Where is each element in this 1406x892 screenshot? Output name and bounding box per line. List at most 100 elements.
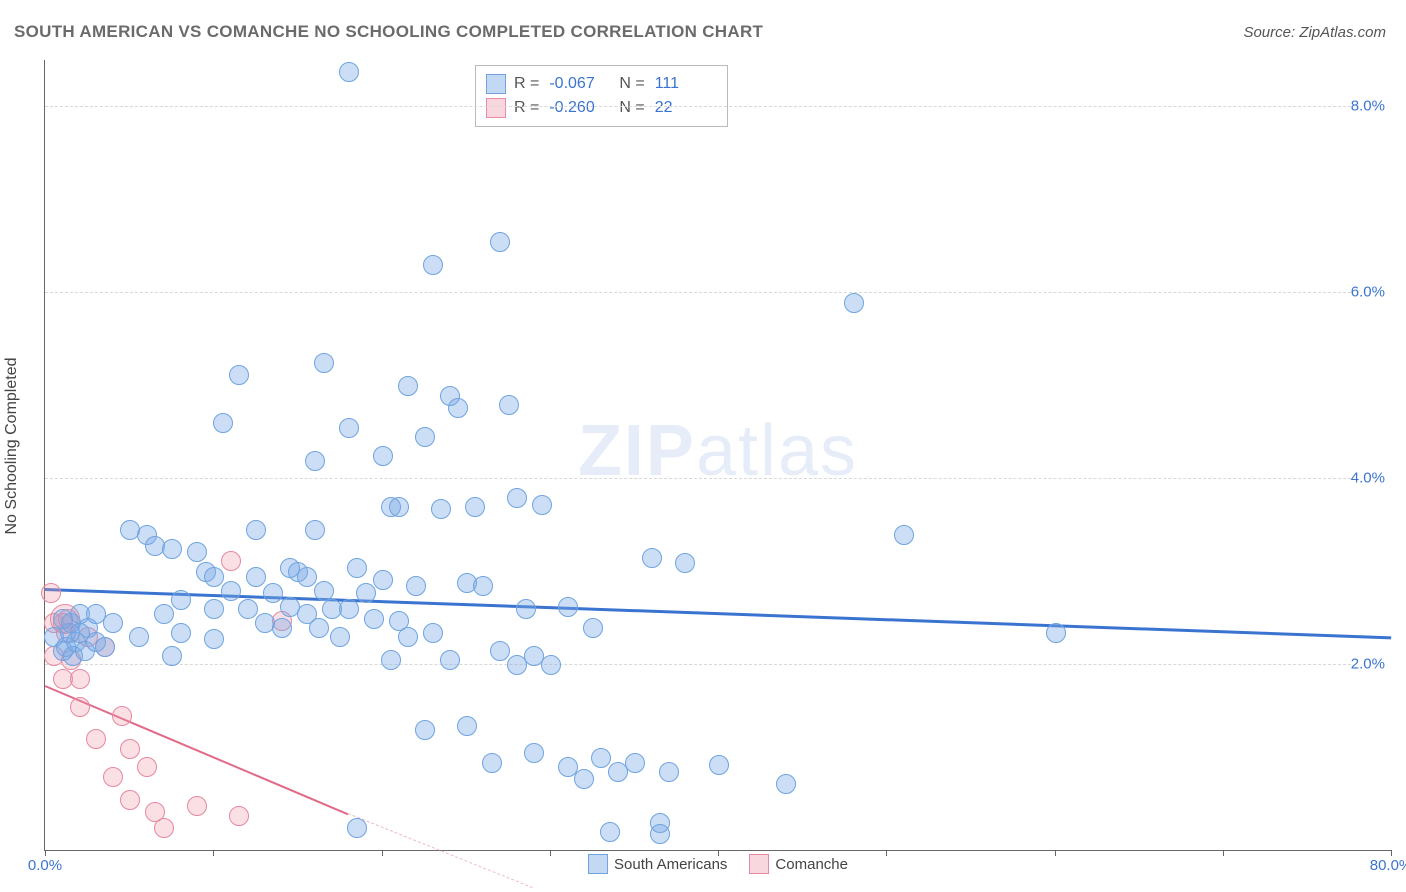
x-tick (886, 850, 887, 856)
data-point (339, 62, 359, 82)
chart-title: SOUTH AMERICAN VS COMANCHE NO SCHOOLING … (14, 22, 763, 42)
chart-legend: South Americans Comanche (588, 854, 848, 874)
data-point (398, 627, 418, 647)
gridline (45, 106, 1391, 107)
data-point (229, 806, 249, 826)
data-point (776, 774, 796, 794)
data-point (415, 427, 435, 447)
data-point (373, 570, 393, 590)
data-point (103, 767, 123, 787)
data-point (129, 627, 149, 647)
data-point (423, 255, 443, 275)
swatch-pink-icon (486, 98, 506, 118)
swatch-pink-icon (749, 854, 769, 874)
data-point (574, 769, 594, 789)
data-point (1046, 623, 1066, 643)
data-point (709, 755, 729, 775)
data-point (423, 623, 443, 643)
data-point (187, 542, 207, 562)
data-point (532, 495, 552, 515)
data-point (558, 597, 578, 617)
data-point (482, 753, 502, 773)
data-point (894, 525, 914, 545)
data-point (642, 548, 662, 568)
stats-row-pink: R =-0.260 N =22 (486, 96, 717, 120)
data-point (229, 365, 249, 385)
data-point (364, 609, 384, 629)
data-point (591, 748, 611, 768)
data-point (70, 669, 90, 689)
x-tick (550, 850, 551, 856)
data-point (541, 655, 561, 675)
swatch-blue-icon (486, 74, 506, 94)
data-point (246, 520, 266, 540)
data-point (305, 520, 325, 540)
data-point (675, 553, 695, 573)
y-axis-label: No Schooling Completed (3, 358, 21, 535)
data-point (650, 824, 670, 844)
data-point (95, 637, 115, 657)
data-point (844, 293, 864, 313)
data-point (86, 729, 106, 749)
data-point (41, 583, 61, 603)
data-point (154, 604, 174, 624)
y-tick-label: 8.0% (1351, 98, 1391, 115)
data-point (120, 790, 140, 810)
x-tick (213, 850, 214, 856)
data-point (112, 706, 132, 726)
data-point (356, 583, 376, 603)
gridline (45, 478, 1391, 479)
data-point (238, 599, 258, 619)
data-point (137, 757, 157, 777)
legend-item-pink: Comanche (749, 854, 848, 874)
x-tick (1223, 850, 1224, 856)
data-point (330, 627, 350, 647)
x-tick (45, 850, 46, 856)
data-point (583, 618, 603, 638)
data-point (347, 818, 367, 838)
x-tick (718, 850, 719, 856)
data-point (171, 623, 191, 643)
x-tick-label: 0.0% (28, 857, 62, 874)
data-point (204, 567, 224, 587)
data-point (389, 497, 409, 517)
data-point (339, 418, 359, 438)
data-point (204, 629, 224, 649)
y-tick-label: 6.0% (1351, 284, 1391, 301)
data-point (305, 451, 325, 471)
data-point (339, 599, 359, 619)
data-point (499, 395, 519, 415)
data-point (204, 599, 224, 619)
data-point (406, 576, 426, 596)
data-point (457, 716, 477, 736)
swatch-blue-icon (588, 854, 608, 874)
y-tick-label: 2.0% (1351, 656, 1391, 673)
regression-line (45, 685, 349, 815)
gridline (45, 664, 1391, 665)
data-point (398, 376, 418, 396)
data-point (516, 599, 536, 619)
data-point (415, 720, 435, 740)
data-point (314, 353, 334, 373)
data-point (154, 818, 174, 838)
watermark: ZIPatlas (578, 410, 858, 492)
data-point (490, 232, 510, 252)
data-point (448, 398, 468, 418)
data-point (473, 576, 493, 596)
data-point (162, 539, 182, 559)
data-point (373, 446, 393, 466)
scatter-plot: ZIPatlas R =-0.067 N =111 R =-0.260 N =2… (44, 60, 1391, 851)
data-point (347, 558, 367, 578)
data-point (625, 753, 645, 773)
data-point (120, 739, 140, 759)
data-point (381, 650, 401, 670)
data-point (440, 650, 460, 670)
data-point (465, 497, 485, 517)
x-tick (1391, 850, 1392, 856)
data-point (213, 413, 233, 433)
data-point (309, 618, 329, 638)
data-point (659, 762, 679, 782)
data-point (70, 697, 90, 717)
data-point (431, 499, 451, 519)
gridline (45, 292, 1391, 293)
